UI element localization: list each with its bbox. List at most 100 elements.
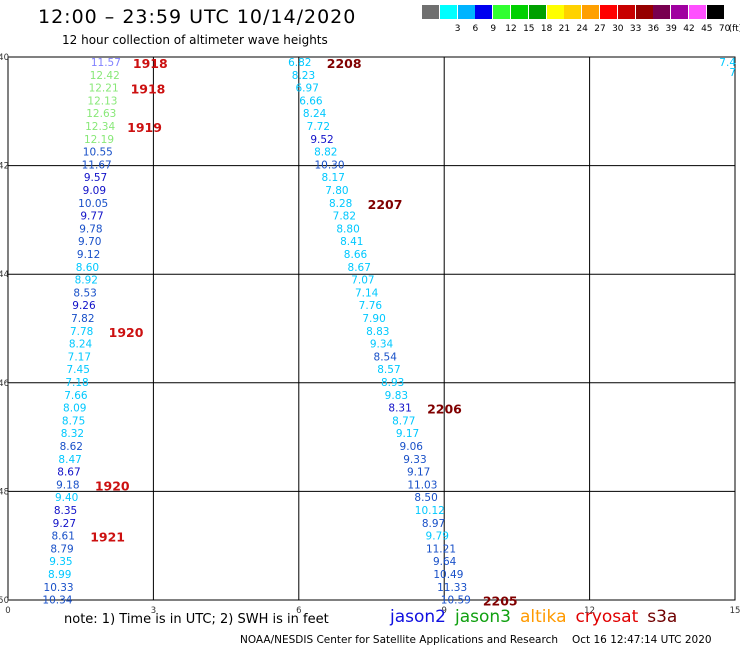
legend-label: 6 [472,24,479,34]
pass-time-label: 2208 [327,56,362,71]
wave-height-value: 8.24 [303,108,327,120]
pass-time-label: 2206 [427,402,462,417]
wave-height-value: 9.83 [385,390,408,402]
wave-height-value: 9.79 [426,531,449,543]
wave-height-value: 9.17 [407,467,430,479]
wave-height-value: 11.03 [407,479,437,491]
legend-swatch [689,5,706,19]
wave-height-value: 9.26 [72,300,96,312]
wave-height-value: 8.75 [62,415,85,427]
generated-timestamp: Oct 16 12:47:14 UTC 2020 [572,634,712,646]
wave-height-value: 7.78 [70,326,93,338]
x-tick-label: 3 [151,606,156,616]
y-tick-label: -42 [0,162,9,172]
legend-swatch [475,5,493,19]
y-tick-label: -50 [0,596,9,606]
y-tick-label: -40 [0,53,9,63]
wave-observations: 11.5712.4212.2112.1312.6312.3412.1910.55… [42,57,470,607]
wave-height-value: 8.79 [50,543,73,555]
satellite-s3a: s3a [647,607,678,627]
wave-height-value: 7.66 [64,390,88,402]
pass-time-label: 1920 [109,325,144,340]
wave-height-value: 7.07 [351,275,374,287]
legend-swatch [546,5,564,19]
wave-height-value: 9.17 [396,428,419,440]
edge-value: 7.4 [719,57,736,69]
legend-label: 45 [701,24,713,34]
y-tick-label: -48 [0,487,9,497]
wave-height-value: 8.54 [374,351,398,363]
wave-height-value: 8.61 [52,531,75,543]
wave-height-value: 11.57 [91,57,121,69]
pass-time-label: 2205 [483,594,518,609]
credit-line: NOAA/NESDIS Center for Satellite Applica… [240,634,726,646]
wave-height-value: 8.28 [329,198,352,210]
wave-height-value: 9.35 [49,556,72,568]
wave-height-value: 11.21 [426,543,456,555]
pass-time-label: 2207 [368,197,403,212]
pass-time-label: 1919 [127,120,162,135]
wave-height-value: 10.33 [44,582,74,594]
legend-label: 30 [612,24,624,34]
wave-height-value: 12.42 [90,70,120,82]
x-tick-label: 0 [5,606,10,616]
legend-swatch [511,5,528,19]
legend-swatch [439,5,457,19]
x-tick-label: 15 [730,606,740,616]
edge-values: 7.47 [719,57,736,79]
wave-height-value: 8.83 [366,326,389,338]
wave-height-value: 12.13 [87,95,117,107]
legend-label: 33 [629,24,642,34]
legend-swatch [493,5,511,19]
legend-label: 18 [540,24,553,34]
wave-height-value: 9.78 [79,223,102,235]
wave-height-value: 9.18 [56,479,79,491]
wave-height-value: 8.77 [392,415,415,427]
legend-swatch [600,5,617,19]
wave-height-value: 10.55 [83,147,113,159]
wave-height-value: 10.59 [441,595,471,607]
wave-height-value: 9.06 [400,441,424,453]
satellite-jason3: jason3 [455,607,511,627]
legend-swatch [671,5,689,19]
wave-height-value: 7.18 [65,377,88,389]
legend-swatch [422,5,439,19]
wave-height-value: 8.93 [381,377,404,389]
wave-height-value: 7.17 [68,351,91,363]
wave-height-value: 8.35 [54,505,77,517]
wave-height-value: 7.45 [67,364,90,376]
edge-value: 7 [729,67,736,79]
wave-height-value: 9.09 [83,185,106,197]
x-tick-label: 9 [441,606,446,616]
x-tick-label: 6 [296,606,301,616]
wave-height-value: 8.23 [292,70,315,82]
map-frame [7,56,736,601]
legend-label: 9 [490,24,497,34]
map-subtitle: 12 hour collection of altimeter wave hei… [62,33,328,47]
legend-swatch [635,5,653,19]
wave-height-value: 12.34 [85,121,115,133]
wave-height-value: 8.31 [388,403,411,415]
wave-height-value: 7.14 [355,287,379,299]
legend-swatch [617,5,635,19]
wave-height-value: 7.76 [359,300,383,312]
wave-height-value: 11.67 [82,159,112,171]
satellite-legend: jason2 jason3 altika cryosat s3a [390,607,686,627]
legend-label: 70 [718,24,731,34]
wave-height-value: 9.70 [78,236,101,248]
wave-height-value: 8.32 [61,428,84,440]
wave-height-value: 10.49 [433,569,463,581]
legend-label: 27 [594,24,606,34]
wave-height-value: 8.82 [314,147,337,159]
map-title: 12:00 – 23:59 UTC 10/14/2020 [38,6,357,28]
legend-label: 39 [665,24,677,34]
wave-height-value: 9.34 [370,339,394,351]
legend-label: 12 [505,24,517,34]
legend-swatch [528,5,546,19]
wave-height-value: 8.50 [414,492,437,504]
wave-height-value: 12.21 [89,83,119,95]
legend-label: 24 [576,24,588,34]
wave-height-value: 8.47 [58,454,81,466]
wave-height-value: 9.52 [310,134,333,146]
x-tick-label: 12 [584,606,595,616]
